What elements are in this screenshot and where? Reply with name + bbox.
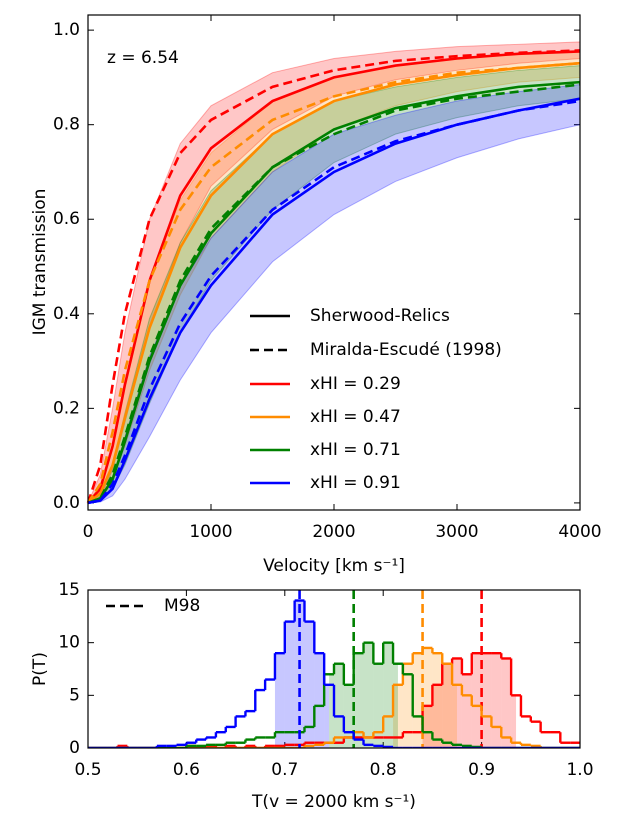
shade bbox=[373, 663, 384, 748]
x-tick-label: 0.5 bbox=[74, 760, 101, 780]
shade bbox=[402, 663, 413, 748]
y-tick-label: 0 bbox=[69, 738, 80, 758]
shade bbox=[422, 647, 433, 748]
y-tick-label: 0.0 bbox=[53, 493, 80, 513]
shade bbox=[314, 653, 325, 748]
shade bbox=[329, 674, 334, 748]
shade bbox=[471, 653, 482, 748]
x-tick-label: 0.7 bbox=[271, 760, 298, 780]
plot-frame bbox=[87, 589, 581, 749]
line bbox=[87, 50, 581, 504]
shade bbox=[304, 621, 315, 748]
shade bbox=[432, 653, 443, 748]
shade bbox=[393, 684, 403, 748]
x-tick-label: 2000 bbox=[312, 522, 355, 542]
y-tick-label: 5 bbox=[69, 685, 80, 705]
x-axis-label: Velocity [km s⁻¹] bbox=[263, 556, 405, 576]
legend-label: xHI = 0.29 bbox=[310, 374, 401, 394]
shade bbox=[383, 642, 394, 748]
legend-label: xHI = 0.47 bbox=[310, 407, 401, 427]
shade bbox=[442, 663, 453, 748]
y-axis-label: P(T) bbox=[30, 652, 50, 686]
shade bbox=[501, 658, 512, 748]
shade bbox=[442, 663, 453, 748]
y-tick-label: 0.6 bbox=[53, 209, 80, 229]
plot-frame bbox=[87, 14, 581, 511]
dashed-line bbox=[87, 99, 581, 505]
annotation: z = 6.54 bbox=[107, 48, 179, 68]
shade bbox=[274, 653, 285, 748]
x-tick-label: 1000 bbox=[189, 522, 232, 542]
x-tick-label: 0.9 bbox=[468, 760, 495, 780]
shade bbox=[324, 684, 330, 748]
shade bbox=[452, 684, 457, 748]
shade bbox=[422, 705, 433, 748]
shade bbox=[343, 684, 354, 748]
y-tick-label: 0.8 bbox=[53, 115, 80, 135]
line bbox=[87, 97, 581, 505]
shade bbox=[393, 663, 398, 748]
y-tick-label: 0.2 bbox=[53, 398, 80, 418]
shade bbox=[432, 684, 443, 748]
shade bbox=[334, 663, 344, 748]
shade bbox=[412, 653, 423, 748]
shade bbox=[461, 674, 472, 748]
y-axis-label: IGM transmission bbox=[30, 189, 50, 336]
dashed-line bbox=[86, 61, 581, 504]
line bbox=[87, 80, 581, 505]
shade bbox=[284, 621, 295, 748]
legend-label: xHI = 0.71 bbox=[310, 440, 401, 460]
y-tick-label: 1.0 bbox=[53, 20, 80, 40]
shade bbox=[491, 653, 502, 748]
x-tick-label: 4000 bbox=[558, 522, 601, 542]
shade bbox=[363, 642, 374, 748]
shade bbox=[481, 653, 492, 748]
legend-label: Miralda-Escudé (1998) bbox=[310, 340, 502, 360]
x-tick-label: 1.0 bbox=[566, 760, 593, 780]
y-tick-label: 15 bbox=[58, 580, 80, 600]
legend-label: M98 bbox=[164, 596, 200, 616]
plot-area bbox=[88, 590, 580, 748]
legend-label: xHI = 0.91 bbox=[310, 473, 401, 493]
shade bbox=[353, 653, 364, 748]
y-tick-label: 0.4 bbox=[53, 304, 80, 324]
dashed-line bbox=[86, 49, 581, 504]
shade bbox=[452, 658, 462, 748]
x-axis-label: T(v = 2000 km s⁻¹) bbox=[251, 792, 416, 812]
y-tick-label: 10 bbox=[58, 633, 80, 653]
shade bbox=[511, 695, 517, 748]
x-tick-label: 0.8 bbox=[370, 760, 397, 780]
legend-label: Sherwood-Relics bbox=[310, 306, 450, 326]
dashed-line bbox=[87, 83, 581, 505]
x-tick-label: 0 bbox=[83, 522, 94, 542]
x-tick-label: 0.6 bbox=[173, 760, 200, 780]
line bbox=[87, 61, 581, 504]
x-tick-label: 3000 bbox=[435, 522, 478, 542]
